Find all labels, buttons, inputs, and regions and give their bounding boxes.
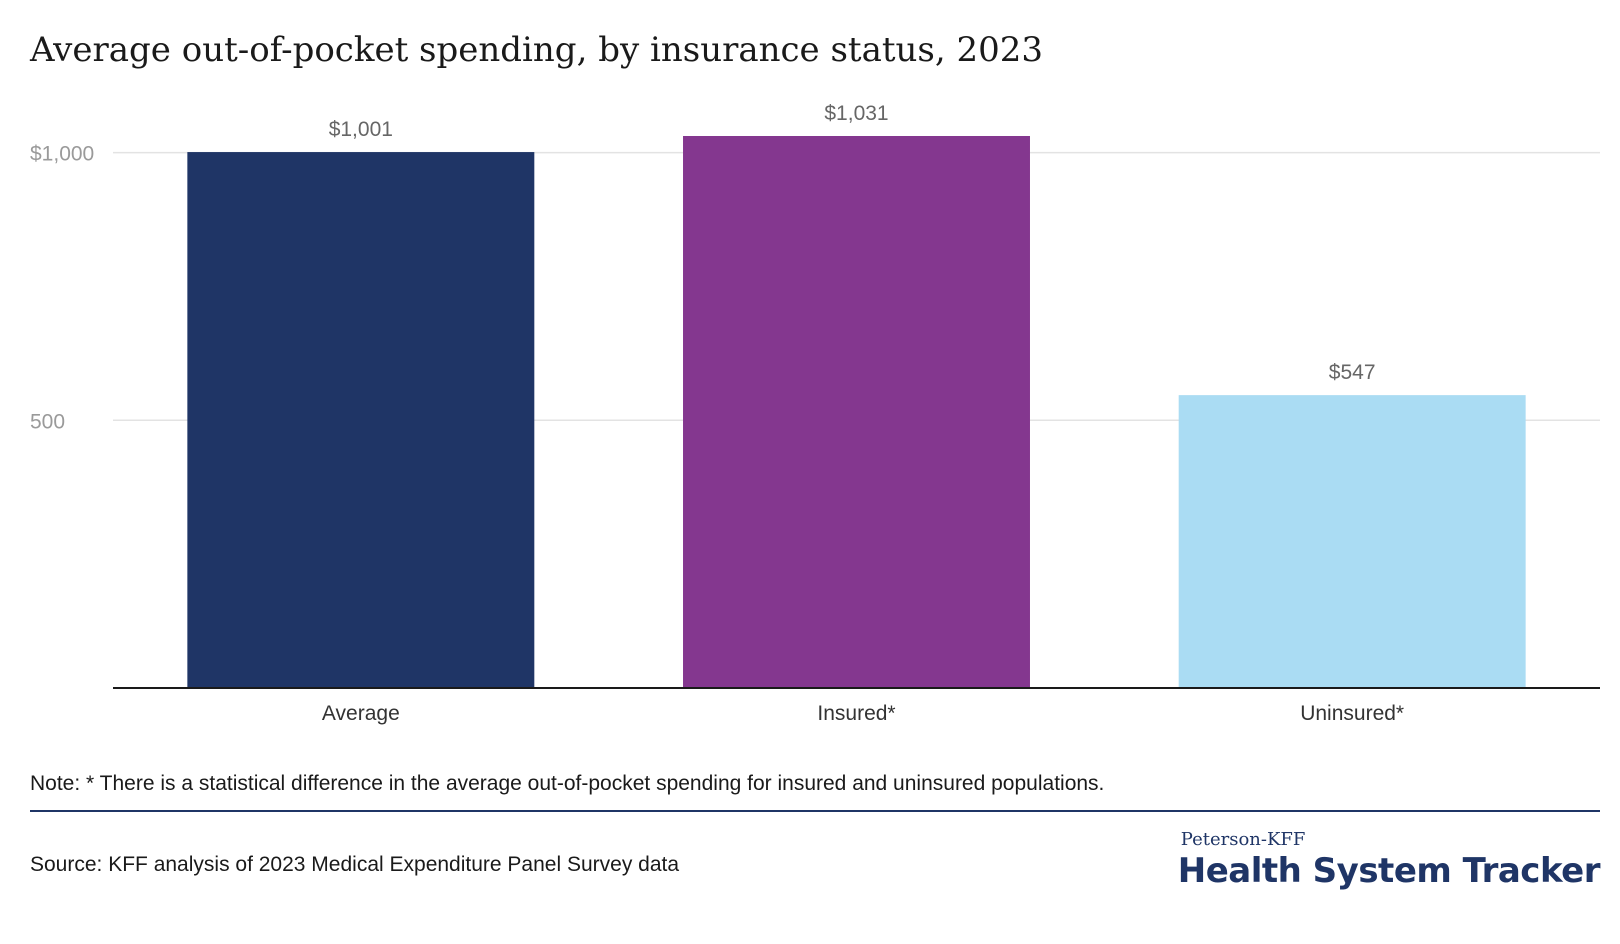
y-tick-label: 500 bbox=[30, 410, 65, 433]
logo-line-2: Health System Tracker bbox=[1177, 851, 1601, 891]
chart-note: Note: * There is a statistical differenc… bbox=[30, 772, 1105, 795]
x-tick-label: Insured* bbox=[817, 702, 895, 725]
bar-1 bbox=[187, 152, 535, 688]
bar-3 bbox=[1178, 395, 1526, 688]
x-tick-label: Average bbox=[322, 702, 400, 725]
logo-line-1: Peterson-KFF bbox=[1180, 829, 1306, 850]
data-label: $1,031 bbox=[824, 102, 888, 125]
bar-chart: 500 $1,000 $1,001 Average $1,031 Insured* $547… bbox=[30, 102, 1600, 725]
x-tick-label: Uninsured* bbox=[1300, 702, 1404, 725]
chart-title: Average out-of-pocket spending, by insur… bbox=[30, 30, 1044, 70]
y-tick-label: $1,000 bbox=[30, 143, 94, 166]
divider bbox=[30, 810, 1600, 812]
data-label: $1,001 bbox=[329, 118, 393, 141]
bar-2 bbox=[683, 136, 1030, 688]
data-label: $547 bbox=[1329, 361, 1376, 384]
health-system-tracker-logo[interactable]: Peterson-KFF Health System Tracker bbox=[1177, 829, 1601, 891]
chart-source: Source: KFF analysis of 2023 Medical Exp… bbox=[30, 853, 680, 876]
